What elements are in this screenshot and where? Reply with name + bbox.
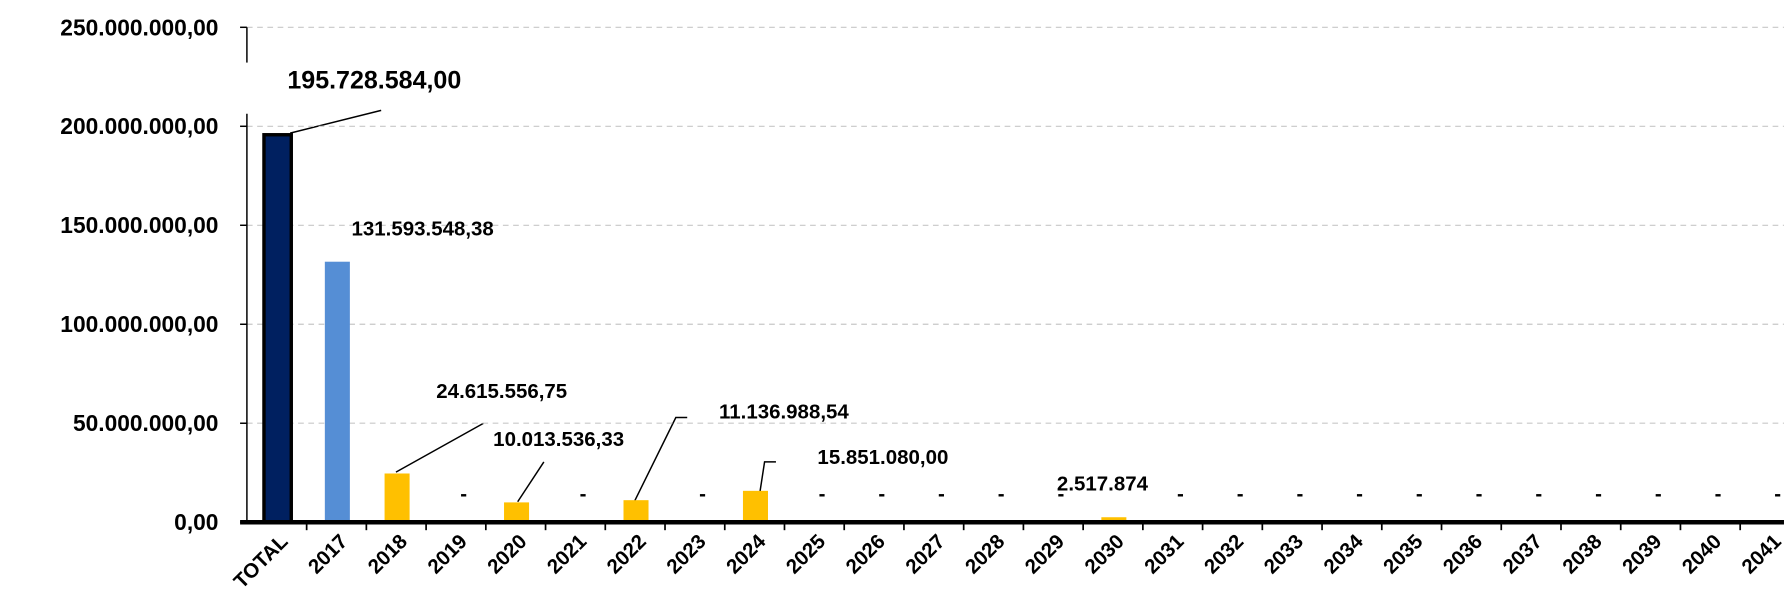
y-tick-label: 0,00 — [174, 509, 218, 535]
value-label: - — [1476, 483, 1483, 506]
bar — [384, 473, 410, 523]
bar — [1101, 517, 1127, 523]
value-label: - — [1058, 483, 1065, 506]
y-tick-label: 50.000.000,00 — [73, 410, 219, 436]
value-label: 11.136.988,54 — [719, 401, 849, 424]
leader-line — [395, 422, 484, 473]
x-tick-label: 2026 — [841, 530, 889, 578]
x-tick-label: 2024 — [722, 530, 771, 579]
y-tick-label: 200.000.000,00 — [60, 113, 218, 139]
leader-lines — [289, 109, 776, 503]
x-tick-label: 2041 — [1737, 530, 1784, 578]
x-tick-label: 2027 — [901, 530, 949, 578]
y-tick-label: 100.000.000,00 — [60, 311, 218, 337]
x-tick-label: 2017 — [304, 530, 352, 578]
leader-line — [289, 109, 382, 134]
leader-line — [759, 461, 776, 492]
x-tick-label: 2018 — [364, 530, 412, 578]
value-label: - — [460, 483, 467, 506]
x-tick-label: 2036 — [1439, 530, 1487, 578]
value-label: - — [1416, 483, 1423, 506]
value-label: - — [1177, 483, 1184, 506]
bar — [742, 490, 768, 523]
x-tick-label: 2028 — [961, 530, 1009, 578]
x-tick-label: 2020 — [483, 530, 531, 578]
bar — [262, 133, 293, 524]
plot: 0,00 50.000.000,00 100.000.000,00 150.000.0… — [60, 14, 1784, 593]
x-tick-label: 2023 — [662, 530, 710, 578]
value-label: - — [878, 483, 885, 506]
x-tick-label: 2037 — [1498, 530, 1546, 578]
x-tick-label: 2021 — [543, 530, 591, 578]
x-tick-label: 2025 — [782, 530, 830, 578]
x-tick-label: 2040 — [1678, 530, 1726, 578]
value-label: - — [1237, 483, 1244, 506]
x-tick-label: 2022 — [602, 530, 650, 578]
value-label: - — [998, 483, 1005, 506]
x-tick-label: 2032 — [1200, 530, 1248, 578]
value-label: - — [1296, 483, 1303, 506]
value-label: - — [1774, 483, 1781, 506]
value-label: 2.517.874 — [1057, 472, 1149, 495]
leader-line — [517, 461, 545, 503]
value-label: - — [580, 483, 587, 506]
value-label: - — [1655, 483, 1662, 506]
x-tick-label: 2034 — [1319, 530, 1368, 579]
value-label: - — [938, 483, 945, 506]
x-tick-label: 2029 — [1021, 530, 1069, 578]
value-label: - — [1595, 483, 1602, 506]
value-label: - — [1356, 483, 1363, 506]
value-label: 195.728.584,00 — [287, 67, 461, 95]
y-tick-label: 250.000.000,00 — [60, 14, 218, 40]
value-label: 15.851.080,00 — [817, 446, 948, 469]
value-label: - — [1535, 483, 1542, 506]
x-tick-label: 2019 — [423, 530, 471, 578]
bar — [623, 500, 649, 523]
value-label: - — [1715, 483, 1722, 506]
x-tick-label: TOTAL — [229, 530, 292, 593]
leader-line — [634, 416, 688, 501]
x-tick-label: 2031 — [1140, 530, 1188, 578]
value-label: 10.013.536,33 — [493, 428, 624, 451]
x-tick-label: 2033 — [1259, 530, 1307, 578]
x-tick-label: 2030 — [1080, 530, 1128, 578]
x-tick-label: 2035 — [1379, 530, 1427, 578]
bar — [504, 502, 530, 523]
y-tick-label: 150.000.000,00 — [60, 212, 218, 238]
value-label: - — [699, 483, 706, 506]
value-label: - — [819, 483, 826, 506]
bar — [324, 261, 350, 523]
value-label: 24.615.556,75 — [436, 380, 567, 403]
x-tick-label: 2038 — [1558, 530, 1606, 578]
x-tick-label: 2039 — [1618, 530, 1666, 578]
value-label: 131.593.548,38 — [352, 218, 494, 241]
